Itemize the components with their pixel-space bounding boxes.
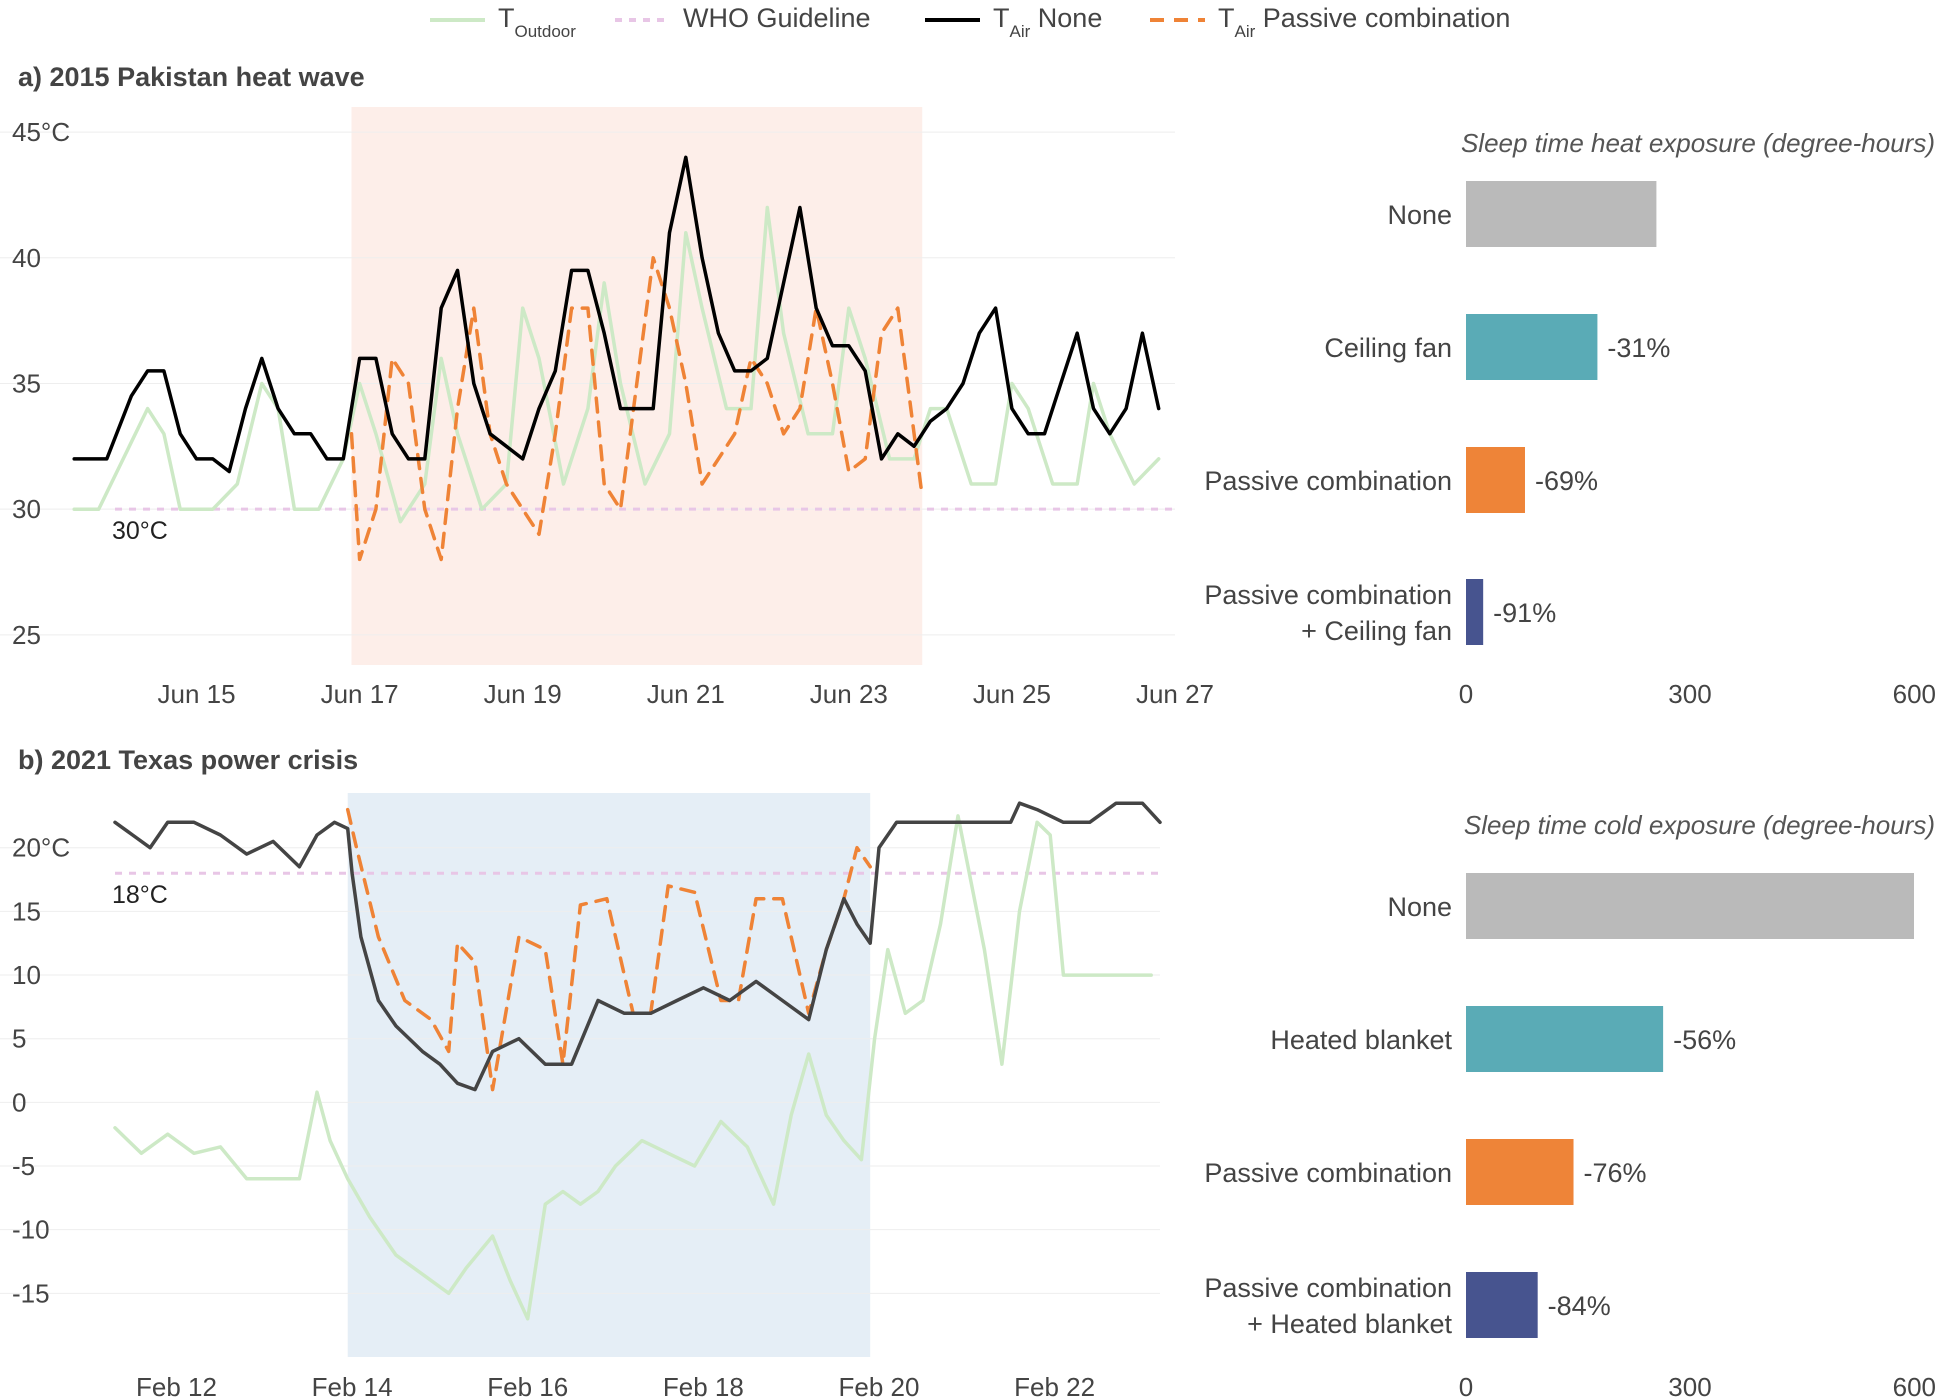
x-tick-label: Jun 25	[973, 679, 1051, 709]
bar-category-label: None	[1387, 892, 1452, 922]
y-tick-label: -5	[12, 1151, 35, 1181]
legend-label-passive: TAir Passive combination	[1218, 3, 1510, 41]
panel-b-title: b) 2021 Texas power crisis	[18, 745, 358, 775]
panel-a-line-chart: 25 30 35 40 45°C Jun 15 Jun 17 Jun 19 Jun 21 Jun …	[0, 107, 1214, 709]
bar-x-tick-label: 300	[1668, 679, 1711, 709]
who-guideline-label: 18°C	[112, 881, 168, 909]
y-tick-label: -10	[12, 1215, 50, 1245]
y-tick-label: 40	[12, 243, 41, 273]
bar-category-label: Passive combination + Ceiling fan	[1204, 580, 1452, 646]
x-tick-label: Jun 19	[484, 679, 562, 709]
x-tick-label: Jun 15	[157, 679, 235, 709]
x-tick-label: Jun 21	[647, 679, 725, 709]
bar-2	[1466, 447, 1525, 513]
bar-0	[1466, 873, 1914, 939]
bar-value-label: -56%	[1673, 1025, 1736, 1055]
bar-value-label: -91%	[1493, 598, 1556, 628]
panel-b-line-chart: -15 -10 -5 0 5 10 15 20°C Feb 12 Feb 14 Feb 16 Feb …	[0, 793, 1160, 1399]
y-tick-label: 0	[12, 1087, 26, 1117]
y-tick-label: 20°C	[12, 833, 70, 863]
x-tick-label: Jun 17	[321, 679, 399, 709]
who-guideline-label: 30°C	[112, 517, 168, 545]
bar-x-tick-label: 0	[1459, 679, 1473, 709]
bar-x-tick-label: 300	[1668, 1372, 1711, 1399]
y-tick-label: 45°C	[12, 117, 70, 147]
bar-value-label: -31%	[1607, 333, 1670, 363]
x-tick-label: Jun 27	[1136, 679, 1214, 709]
bar-1	[1466, 314, 1597, 380]
bar-x-tick-label: 0	[1459, 1372, 1473, 1399]
panel-a-bar-chart: Sleep time heat exposure (degree-hours) N…	[1204, 128, 1936, 709]
panel-b-bar-chart: Sleep time cold exposure (degree-hours) N…	[1204, 810, 1936, 1399]
x-tick-label: Feb 16	[487, 1372, 568, 1399]
x-tick-label: Feb 22	[1014, 1372, 1095, 1399]
bar-x-tick-label: 600	[1893, 679, 1936, 709]
shaded-event-region	[348, 793, 871, 1357]
y-tick-label: 35	[12, 368, 41, 398]
legend-label-who: WHO Guideline	[683, 3, 871, 33]
y-tick-label: 10	[12, 960, 41, 990]
panel-a-title: a) 2015 Pakistan heat wave	[18, 62, 365, 92]
y-tick-label: 5	[12, 1024, 26, 1054]
x-tick-label: Feb 18	[663, 1372, 744, 1399]
bar-category-label: Ceiling fan	[1324, 333, 1452, 363]
bar-2	[1466, 1139, 1574, 1205]
y-tick-label: 25	[12, 620, 41, 650]
bar-category-label: None	[1387, 200, 1452, 230]
legend-label-outdoor: TOutdoor	[498, 3, 576, 41]
bar-3	[1466, 1272, 1538, 1338]
x-tick-label: Feb 14	[312, 1372, 393, 1399]
bar-category-label: Heated blanket	[1270, 1025, 1452, 1055]
x-tick-label: Feb 20	[839, 1372, 920, 1399]
bar-0	[1466, 181, 1656, 247]
bar-value-label: -84%	[1548, 1291, 1611, 1321]
bar-chart-title: Sleep time cold exposure (degree-hours)	[1464, 810, 1935, 840]
bar-x-tick-label: 600	[1893, 1372, 1936, 1399]
x-tick-label: Jun 23	[810, 679, 888, 709]
bar-value-label: -69%	[1535, 466, 1598, 496]
y-tick-label: 15	[12, 896, 41, 926]
bar-chart-title: Sleep time heat exposure (degree-hours)	[1461, 128, 1935, 158]
bar-1	[1466, 1006, 1663, 1072]
legend-label-none: TAir None	[993, 3, 1102, 41]
bar-value-label: -76%	[1584, 1158, 1647, 1188]
bar-category-label: Passive combination	[1204, 1158, 1452, 1188]
legend: TOutdoor WHO Guideline TAir None TAir Passi…	[430, 3, 1510, 41]
bar-category-label: Passive combination + Heated blanket	[1204, 1273, 1452, 1339]
y-tick-label: -15	[12, 1278, 50, 1308]
y-tick-label: 30	[12, 494, 41, 524]
bar-3	[1466, 579, 1483, 645]
bar-category-label: Passive combination	[1204, 466, 1452, 496]
x-tick-label: Feb 12	[136, 1372, 217, 1399]
